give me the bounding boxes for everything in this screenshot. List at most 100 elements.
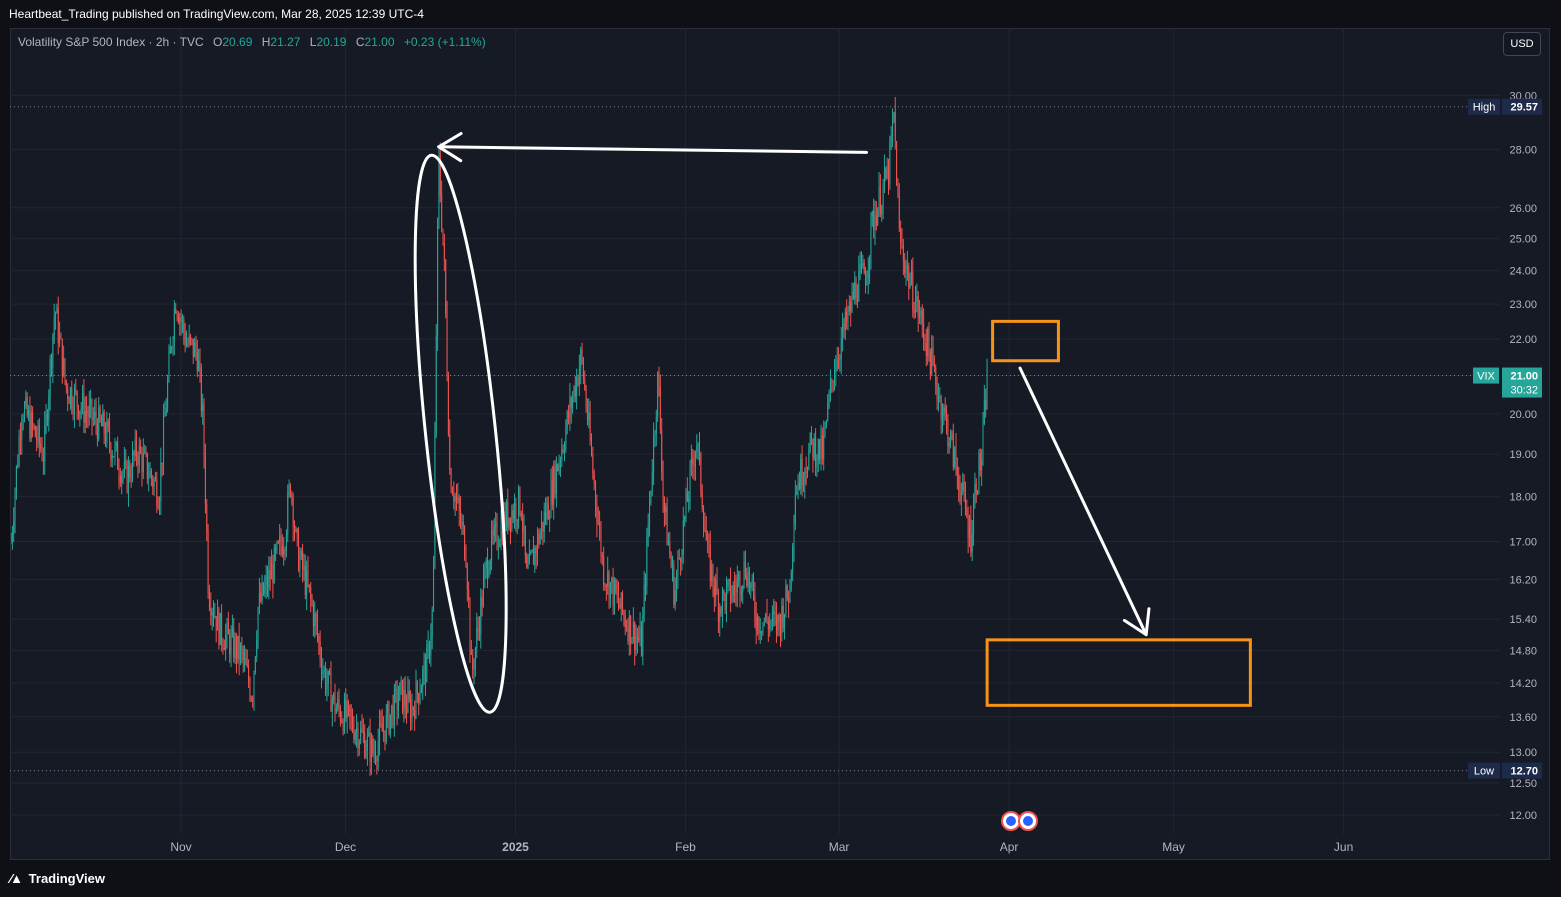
- candle-body: [515, 503, 517, 521]
- candle-body: [655, 417, 657, 434]
- candle-body: [257, 607, 259, 640]
- candle-body: [662, 471, 664, 498]
- candle-body: [439, 155, 441, 195]
- candle-body: [435, 336, 437, 434]
- candle-body: [44, 425, 46, 462]
- candle-body: [52, 334, 54, 368]
- candle-body: [977, 491, 979, 494]
- candle-body: [208, 592, 210, 608]
- candle-body: [543, 512, 545, 532]
- candle-body: [568, 411, 570, 419]
- chart-pane[interactable]: [10, 28, 1550, 860]
- candle-body: [697, 444, 699, 446]
- candle-body: [851, 291, 853, 312]
- candle-body: [217, 609, 219, 631]
- symbol-name[interactable]: Volatility S&P 500 Index · 2h · TVC: [18, 35, 204, 49]
- candle-body: [794, 495, 796, 526]
- candle-body: [150, 470, 152, 479]
- candle-body: [169, 347, 171, 354]
- candle-body: [577, 377, 579, 385]
- candle-body: [893, 112, 895, 120]
- candle-body: [854, 281, 856, 299]
- candle-body: [777, 614, 779, 631]
- candle-body: [704, 527, 706, 531]
- candle-body: [218, 609, 220, 645]
- candle-body: [441, 194, 443, 229]
- candle-body: [573, 386, 575, 398]
- candle-body: [164, 414, 166, 417]
- candle-body: [198, 360, 200, 371]
- candle-body: [465, 558, 467, 566]
- y-tick-label: 28.00: [1509, 145, 1537, 157]
- candle-body: [229, 634, 231, 655]
- candle-body: [952, 433, 954, 467]
- candle-body: [325, 669, 327, 690]
- candle-body: [942, 416, 943, 420]
- candle-body: [511, 510, 513, 529]
- candle-body: [105, 433, 106, 443]
- candle-body: [400, 679, 402, 683]
- price-tag-value: 29.57: [1510, 102, 1538, 114]
- candle-body: [852, 291, 854, 299]
- candle-body: [835, 370, 837, 373]
- candle-body: [561, 449, 563, 461]
- candle-body: [69, 388, 71, 404]
- candle-body: [244, 658, 246, 660]
- candle-body: [757, 616, 759, 631]
- candle-body: [442, 228, 444, 243]
- annotation-arrow-head: [1122, 607, 1151, 637]
- candle-body: [584, 379, 586, 389]
- candle-body: [18, 437, 20, 465]
- candle-body: [564, 449, 565, 451]
- candle-body: [450, 470, 452, 492]
- candle-body: [951, 432, 953, 434]
- candle-body: [312, 604, 314, 627]
- candle-body: [813, 437, 815, 459]
- candle-body: [327, 670, 329, 683]
- candle-body: [322, 670, 324, 674]
- candle-body: [408, 691, 410, 700]
- candle-body: [272, 564, 274, 583]
- candle-body: [192, 338, 194, 357]
- candle-body: [753, 578, 754, 595]
- candle-body: [395, 689, 397, 691]
- high-value: 21.27: [270, 35, 301, 49]
- candle-body: [713, 586, 715, 597]
- candle-body: [260, 592, 262, 601]
- candle-body: [56, 307, 58, 314]
- candle-body: [696, 445, 698, 452]
- candle-body: [73, 388, 75, 414]
- candle-body: [581, 349, 583, 359]
- currency-button[interactable]: USD: [1503, 32, 1541, 56]
- candle-body: [331, 699, 333, 712]
- candle-body: [173, 308, 175, 340]
- candle-body: [391, 705, 393, 715]
- candle-body: [148, 477, 150, 479]
- candle-body: [754, 594, 756, 617]
- candle-body: [553, 466, 555, 505]
- candle-body: [562, 449, 564, 451]
- annotation-arrow-head: [437, 131, 463, 163]
- candle-body: [94, 411, 96, 418]
- candle-body: [700, 453, 702, 492]
- candle-body: [878, 186, 880, 209]
- candle-body: [356, 728, 358, 733]
- candle-body: [114, 445, 116, 457]
- candle-body: [979, 452, 981, 471]
- candle-body: [118, 469, 120, 477]
- candle-body: [253, 672, 255, 701]
- candle-body: [172, 339, 174, 349]
- candle-body: [844, 311, 846, 331]
- candle-body: [773, 611, 775, 614]
- candle-body: [816, 460, 818, 467]
- candle-body: [238, 635, 240, 660]
- price-tag-name-bg: [1468, 762, 1500, 779]
- candle-body: [959, 490, 961, 502]
- candle-body: [369, 732, 371, 763]
- candle-body: [326, 682, 328, 690]
- candle-body: [798, 482, 800, 489]
- candle-body: [256, 639, 258, 657]
- candle-body: [134, 438, 136, 456]
- candle-body: [288, 484, 290, 494]
